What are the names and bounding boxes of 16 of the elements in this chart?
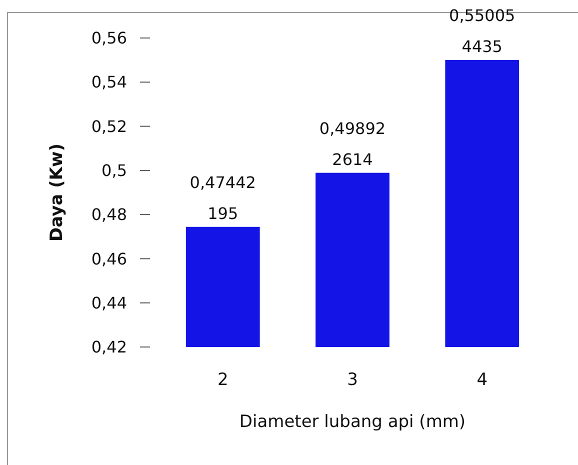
x-tick-label: 4 <box>476 370 488 390</box>
data-label: 0,47442195 <box>190 172 256 223</box>
x-tick-label: 2 <box>217 370 228 390</box>
data-label: 0,550054435 <box>449 6 516 56</box>
y-tick-label: 0,54 <box>91 72 127 92</box>
data-label: 0,498922614 <box>319 118 386 169</box>
y-tick-label: 0,46 <box>91 249 127 268</box>
y-tick-label: 0,52 <box>91 116 127 136</box>
y-axis-title: Daya (Kw) <box>47 144 67 242</box>
y-tick-label: 0,56 <box>91 28 127 48</box>
y-tick-label: 0,48 <box>91 205 127 224</box>
x-axis-title: Diameter lubang api (mm) <box>239 412 466 432</box>
y-tick-label: 0,42 <box>91 338 127 357</box>
y-tick-label: 0,44 <box>91 293 127 312</box>
x-tick-label: 3 <box>347 370 358 390</box>
y-tick-label: 0,5 <box>102 161 127 180</box>
